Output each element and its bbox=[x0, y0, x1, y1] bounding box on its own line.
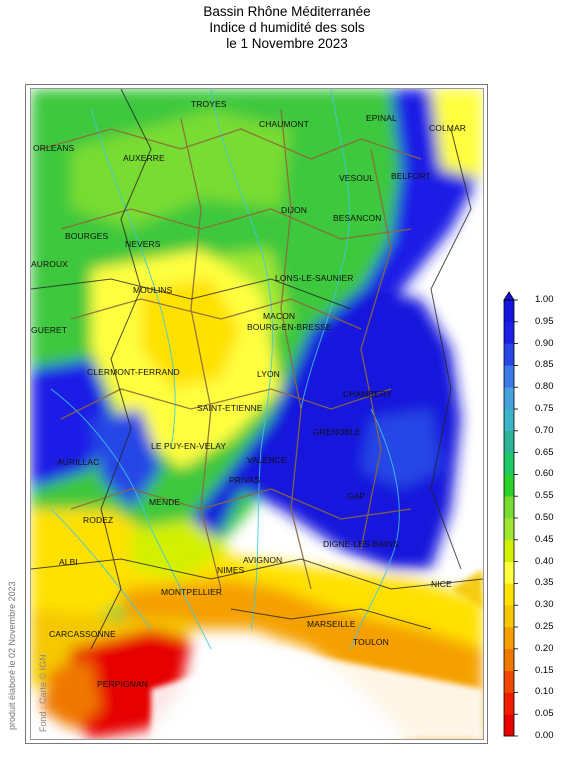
color-legend: 1.00 0.95 0.90 0.85 0.80 0.75 0.70 0.65 0.60 0.55… bbox=[500, 290, 570, 741]
legend-swatch bbox=[504, 648, 514, 671]
city-label: CARCASSONNE bbox=[49, 629, 116, 639]
city-label: ALBI bbox=[59, 557, 78, 567]
legend-swatch bbox=[504, 343, 514, 366]
legend-swatch bbox=[504, 321, 514, 344]
legend-tick-label: 0.40 bbox=[535, 555, 554, 567]
legend-tick-label: 0.05 bbox=[535, 708, 554, 720]
city-label: AURILLAC bbox=[57, 457, 100, 467]
city-label: NICE bbox=[431, 579, 452, 589]
city-label: BELFORT bbox=[391, 171, 431, 181]
legend-swatch bbox=[504, 496, 514, 519]
city-label: CLERMONT-FERRAND bbox=[87, 367, 180, 377]
legend-swatch bbox=[504, 561, 514, 584]
city-label: GAP bbox=[347, 491, 366, 501]
city-label: GUERET bbox=[31, 325, 68, 335]
legend-swatch bbox=[504, 605, 514, 628]
city-label: CHAUMONT bbox=[259, 119, 309, 129]
legend-tick-label: 0.50 bbox=[535, 512, 554, 523]
soil-moisture-map: TROYES CHAUMONT EPINAL COLMAR ORLEANS AU… bbox=[30, 88, 484, 740]
legend-swatch bbox=[504, 387, 514, 410]
city-label: BESANCON bbox=[333, 213, 382, 223]
legend-swatch bbox=[504, 583, 514, 606]
city-label: BOURG-EN-BRESSE bbox=[247, 322, 332, 332]
city-label: CHAMBERY bbox=[343, 389, 392, 399]
map-title-line2: Indice d humidité des sols bbox=[209, 20, 365, 35]
city-label: SAINT-ETIENNE bbox=[197, 403, 263, 413]
city-label: PRIVAS bbox=[229, 475, 261, 485]
legend-tick-label: 0.55 bbox=[535, 490, 554, 502]
city-label: MONTPELLIER bbox=[161, 587, 223, 597]
source-credit: Fond : Carte © IGN bbox=[38, 654, 48, 732]
production-credit: produit élaboré le 02 Novembre 2023 bbox=[7, 581, 17, 730]
city-label: VESOUL bbox=[339, 173, 375, 183]
legend-tick-label: 0.85 bbox=[535, 359, 554, 371]
legend-swatch bbox=[504, 692, 514, 715]
city-label: TROYES bbox=[191, 99, 227, 109]
legend-arrow bbox=[503, 291, 515, 301]
legend-tick-label: 0.75 bbox=[535, 403, 554, 414]
legend-swatch bbox=[504, 409, 514, 432]
legend-swatch bbox=[504, 300, 514, 323]
city-label: RODEZ bbox=[83, 515, 114, 525]
city-label: MENDE bbox=[149, 497, 181, 507]
city-label: AUROUX bbox=[31, 259, 68, 269]
legend-tick-label: 0.45 bbox=[535, 533, 554, 545]
city-label: ORLEANS bbox=[33, 143, 75, 153]
legend-tick-label: 0.80 bbox=[535, 381, 554, 393]
city-label: MARSEILLE bbox=[307, 619, 356, 629]
legend-swatch bbox=[504, 670, 514, 693]
legend-tick-label: 0.20 bbox=[535, 642, 554, 654]
city-label: DIJON bbox=[281, 205, 307, 215]
city-label: MOULINS bbox=[133, 285, 173, 295]
legend-tick-label: 0.35 bbox=[535, 577, 554, 589]
map-title-line3: le 1 Novembre 2023 bbox=[226, 36, 348, 51]
city-label: GRENOBLE bbox=[313, 427, 362, 437]
city-label: BOURGES bbox=[65, 231, 109, 241]
city-label: AVIGNON bbox=[243, 555, 283, 565]
legend-swatch bbox=[504, 518, 514, 541]
legend-swatch bbox=[504, 365, 514, 388]
legend-tick-label: 0.15 bbox=[535, 664, 554, 676]
city-label: LONS-LE-SAUNIER bbox=[275, 273, 354, 283]
city-label: NIMES bbox=[217, 565, 245, 575]
legend-swatch bbox=[504, 539, 514, 562]
city-label: LYON bbox=[257, 369, 280, 379]
map-title-line1: Bassin Rhône Méditerranée bbox=[203, 4, 371, 19]
legend-swatch bbox=[504, 627, 514, 650]
legend-swatch bbox=[504, 452, 514, 475]
city-label: NEVERS bbox=[125, 239, 161, 249]
legend-tick-label: 0.60 bbox=[535, 468, 554, 480]
city-label: TOULON bbox=[353, 637, 389, 647]
city-label: LE PUY-EN-VELAY bbox=[151, 441, 227, 451]
moisture-field bbox=[31, 89, 483, 739]
legend-tick-label: 0.65 bbox=[535, 446, 554, 458]
city-label: COLMAR bbox=[429, 123, 466, 133]
city-label: MACON bbox=[263, 311, 296, 321]
legend-tick-label: 0.95 bbox=[535, 315, 554, 327]
legend-swatch bbox=[504, 474, 514, 497]
city-label: VALENCE bbox=[247, 455, 287, 465]
legend-tick-label: 1.00 bbox=[535, 294, 554, 305]
legend-swatch bbox=[504, 430, 514, 453]
legend-tick-label: 0.00 bbox=[535, 730, 554, 741]
legend-colorbar bbox=[503, 291, 518, 737]
legend-tick-label: 0.90 bbox=[535, 337, 554, 349]
legend-swatch bbox=[504, 714, 514, 737]
legend-tick-label: 0.70 bbox=[535, 424, 554, 436]
legend-tick-label: 0.10 bbox=[535, 686, 554, 698]
city-label: PERPIGNAN bbox=[97, 679, 148, 689]
legend-tick-label: 0.30 bbox=[535, 599, 554, 611]
city-label: EPINAL bbox=[366, 113, 397, 123]
city-label: DIGNE-LES-BAINS bbox=[323, 539, 399, 549]
legend-tick-label: 0.25 bbox=[535, 621, 554, 632]
city-label: AUXERRE bbox=[123, 153, 165, 163]
